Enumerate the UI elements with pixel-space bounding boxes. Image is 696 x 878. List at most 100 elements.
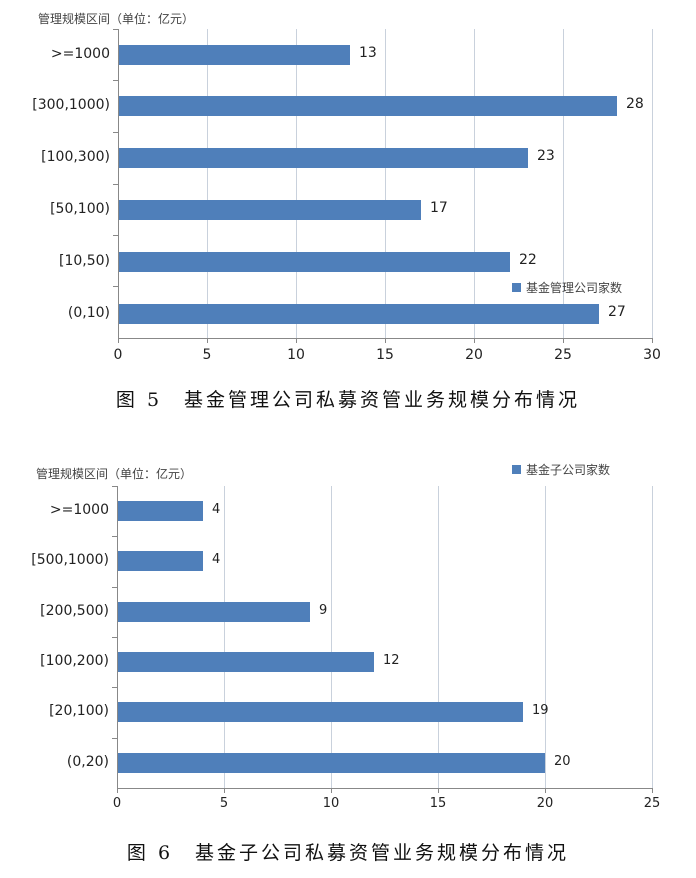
x-tick xyxy=(474,338,475,343)
y-tick xyxy=(113,184,118,185)
chart-fund-management-companies: 管理规模区间（单位：亿元） >=1000 [300,1000) [100,300… xyxy=(0,0,696,420)
bar xyxy=(119,148,528,168)
bar-value-label: 19 xyxy=(532,703,549,718)
y-tick xyxy=(113,29,118,30)
bar xyxy=(119,200,421,220)
x-tick xyxy=(207,338,208,343)
bar xyxy=(118,652,374,672)
legend-label: 基金管理公司家数 xyxy=(526,281,623,295)
legend: 基金子公司家数 xyxy=(512,461,610,478)
category-labels: >=1000 [300,1000) [100,300) [50,100) [10… xyxy=(0,30,110,340)
x-axis xyxy=(117,788,653,789)
category-label: [200,500) xyxy=(40,603,109,619)
category-label: [20,100) xyxy=(49,703,109,719)
x-tick xyxy=(296,338,297,343)
y-tick xyxy=(112,738,117,739)
bar xyxy=(118,702,523,722)
y-tick xyxy=(113,235,118,236)
x-tick-label: 30 xyxy=(643,347,661,363)
gridline xyxy=(545,486,546,788)
bar-value-label: 27 xyxy=(608,304,626,320)
gridline xyxy=(385,29,386,338)
gridline xyxy=(652,29,653,338)
bar-value-label: 9 xyxy=(319,603,328,618)
bar-value-label: 28 xyxy=(626,96,644,112)
y-tick xyxy=(112,486,117,487)
x-tick-label: 25 xyxy=(554,347,572,363)
legend-label: 基金子公司家数 xyxy=(526,463,611,477)
x-tick xyxy=(224,788,225,793)
gridline xyxy=(438,486,439,788)
category-label: [300,1000) xyxy=(32,97,110,113)
y-axis-unit-label: 管理规模区间（单位：亿元） xyxy=(36,467,193,481)
x-tick-label: 5 xyxy=(219,796,229,811)
bar-value-label: 20 xyxy=(554,754,571,769)
x-tick-label: 10 xyxy=(322,796,340,811)
x-tick xyxy=(652,788,653,793)
category-label: >=1000 xyxy=(49,502,109,518)
bar xyxy=(118,501,203,521)
bar-value-label: 4 xyxy=(212,552,221,567)
y-tick xyxy=(113,80,118,81)
x-tick xyxy=(563,338,564,343)
x-tick xyxy=(117,788,118,793)
x-tick xyxy=(331,788,332,793)
plot-area: 13 28 23 17 22 27 基金管理公司家数 0 5 10 15 20 … xyxy=(113,29,661,363)
y-tick xyxy=(113,286,118,287)
gridline xyxy=(563,29,564,338)
bar-value-label: 22 xyxy=(519,252,537,268)
y-tick xyxy=(113,132,118,133)
y-tick xyxy=(112,587,117,588)
x-tick xyxy=(385,338,386,343)
x-tick xyxy=(652,338,653,343)
x-tick-label: 0 xyxy=(112,796,122,811)
x-tick xyxy=(545,788,546,793)
bar xyxy=(119,304,599,324)
bar-value-label: 12 xyxy=(383,653,400,668)
gridline xyxy=(474,29,475,338)
gridline xyxy=(296,29,297,338)
y-tick xyxy=(112,687,117,688)
bar xyxy=(118,551,203,571)
category-label: (0,10) xyxy=(67,305,110,321)
x-tick-label: 20 xyxy=(536,796,554,811)
gridline xyxy=(207,29,208,338)
y-tick xyxy=(112,536,117,537)
bar-value-label: 23 xyxy=(537,148,555,164)
category-label: >=1000 xyxy=(50,46,110,62)
x-tick-label: 15 xyxy=(429,796,447,811)
gridline xyxy=(652,486,653,788)
bar-value-label: 17 xyxy=(430,200,448,216)
legend: 基金管理公司家数 xyxy=(512,279,622,296)
chart-fund-subsidiaries: 管理规模区间（单位：亿元） 基金子公司家数 >=1000 [500,1000) … xyxy=(0,450,696,830)
x-tick-label: 20 xyxy=(465,347,483,363)
bar xyxy=(118,753,545,773)
plot-area: 4 4 9 12 19 20 0 5 10 15 20 25 xyxy=(112,486,660,811)
y-axis xyxy=(118,29,119,338)
bar xyxy=(119,45,350,65)
category-label: [10,50) xyxy=(58,253,110,269)
gridline xyxy=(224,486,225,788)
legend-swatch xyxy=(512,283,521,292)
x-tick-label: 25 xyxy=(643,796,661,811)
bar xyxy=(119,252,510,272)
bar xyxy=(118,602,310,622)
legend-swatch xyxy=(512,465,521,474)
bar xyxy=(119,96,617,116)
y-axis xyxy=(117,486,118,788)
y-axis-unit-label: 管理规模区间（单位：亿元） xyxy=(38,12,195,26)
bar-value-label: 4 xyxy=(212,502,221,517)
category-label: [50,100) xyxy=(50,201,110,217)
x-tick-label: 5 xyxy=(202,347,212,363)
figure-caption: 图 5 基金管理公司私募资管业务规模分布情况 xyxy=(115,389,581,411)
bar-value-label: 13 xyxy=(359,45,377,61)
x-tick-label: 0 xyxy=(113,347,123,363)
x-tick-label: 15 xyxy=(376,347,394,363)
gridline xyxy=(331,486,332,788)
x-tick-label: 10 xyxy=(287,347,305,363)
category-label: [100,300) xyxy=(41,149,110,165)
x-tick xyxy=(118,338,119,343)
y-tick xyxy=(112,637,117,638)
category-labels: >=1000 [500,1000) [200,500) [100,200) [2… xyxy=(0,486,109,796)
figure-caption: 图 6 基金子公司私募资管业务规模分布情况 xyxy=(126,842,570,864)
